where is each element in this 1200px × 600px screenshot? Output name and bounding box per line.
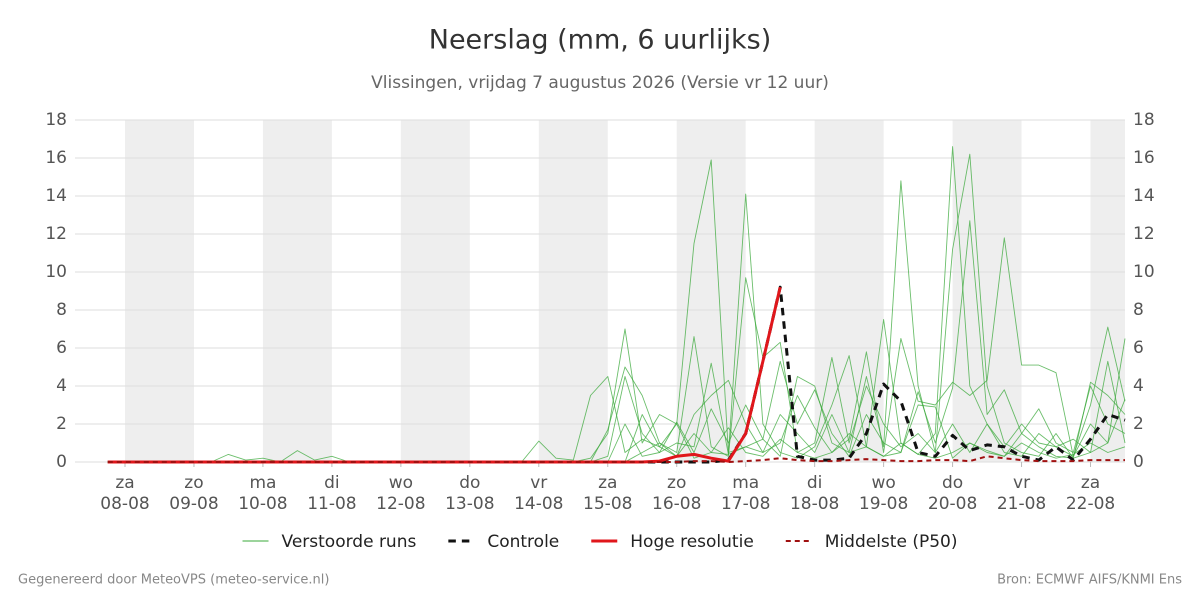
y-tick-label: 4 <box>56 376 67 396</box>
day-shade <box>538 120 608 462</box>
x-tick-date: 12-08 <box>376 494 425 514</box>
series-line <box>107 285 1126 464</box>
day-shade <box>125 120 194 462</box>
legend-label: Verstoorde runs <box>282 532 417 552</box>
y-tick-label: 18 <box>45 110 67 130</box>
y-tick-label: 14 <box>45 186 67 206</box>
legend: Verstoorde runs Controle Hoge resolutie Mid… <box>242 532 958 552</box>
x-tick-label: do <box>459 473 480 493</box>
x-tick-label: za <box>1081 473 1100 493</box>
y-tick-label: 16 <box>45 148 67 168</box>
y2-tick-label: 4 <box>1133 376 1144 396</box>
day-shade <box>814 120 884 462</box>
y-tick-label: 10 <box>45 262 67 282</box>
source: Bron: ECMWF AIFS/KNMI Ens <box>997 573 1182 588</box>
x-tick-label: vr <box>530 473 547 493</box>
y2-tick-label: 2 <box>1133 414 1144 434</box>
x-tick-date: 08-08 <box>100 494 149 514</box>
y-tick-label: 12 <box>45 224 67 244</box>
x-tick-label: di <box>324 473 340 493</box>
x-tick-date: 22-08 <box>1066 494 1115 514</box>
x-tick-date: 20-08 <box>928 494 977 514</box>
legend-label: Hoge resolutie <box>630 532 754 552</box>
y2-tick-label: 18 <box>1133 110 1155 130</box>
x-tick-date: 11-08 <box>307 494 356 514</box>
y-tick-label: 2 <box>56 414 67 434</box>
chart-subtitle: Vlissingen, vrijdag 7 augustus 2026 (Ver… <box>371 73 829 93</box>
y2-tick-label: 16 <box>1133 148 1155 168</box>
day-shade <box>676 120 746 462</box>
x-tick-date: 17-08 <box>721 494 770 514</box>
x-tick-label: zo <box>667 473 686 493</box>
y2-tick-label: 12 <box>1133 224 1155 244</box>
x-tick-date: 09-08 <box>169 494 218 514</box>
x-tick-date: 15-08 <box>583 494 632 514</box>
series-line <box>107 455 1125 463</box>
x-tick-label: wo <box>389 473 413 493</box>
x-tick-date: 14-08 <box>514 494 563 514</box>
day-shade <box>262 120 332 462</box>
x-tick-label: zo <box>184 473 203 493</box>
y2-tick-label: 10 <box>1133 262 1155 282</box>
y-tick-label: 8 <box>56 300 67 320</box>
y-tick-label: 0 <box>56 452 67 472</box>
credit: Gegenereerd door MeteoVPS (meteo-service… <box>18 573 329 588</box>
chart-title: Neerslag (mm, 6 uurlijks) <box>429 25 771 56</box>
y2-tick-label: 0 <box>1133 452 1144 472</box>
x-tick-label: di <box>807 473 823 493</box>
y2-tick-label: 14 <box>1133 186 1155 206</box>
day-shade <box>1090 120 1125 462</box>
x-tick-label: wo <box>871 473 895 493</box>
legend-label: Controle <box>487 532 559 552</box>
x-tick-label: ma <box>249 473 276 493</box>
x-tick-date: 10-08 <box>238 494 287 514</box>
x-tick-date: 18-08 <box>790 494 839 514</box>
x-tick-label: za <box>115 473 134 493</box>
y-tick-label: 6 <box>56 338 67 358</box>
y2-tick-label: 8 <box>1133 300 1144 320</box>
x-tick-label: vr <box>1013 473 1030 493</box>
x-tick-label: do <box>942 473 963 493</box>
x-tick-label: za <box>598 473 617 493</box>
x-tick-date: 21-08 <box>997 494 1046 514</box>
x-tick-date: 13-08 <box>445 494 494 514</box>
x-tick-label: ma <box>732 473 759 493</box>
day-shade <box>400 120 470 462</box>
legend-label: Middelste (P50) <box>825 532 958 552</box>
y2-tick-label: 6 <box>1133 338 1144 358</box>
x-tick-date: 16-08 <box>652 494 701 514</box>
x-tick-date: 19-08 <box>859 494 908 514</box>
